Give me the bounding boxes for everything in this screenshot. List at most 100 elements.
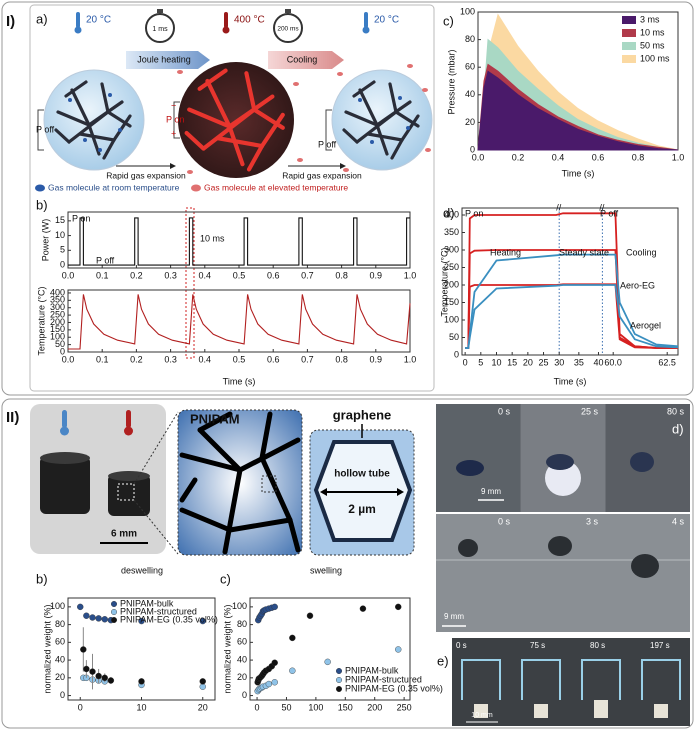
time-label: 25 s (581, 406, 599, 416)
legend-icon (191, 184, 201, 192)
polarity: − (171, 100, 176, 110)
point (271, 679, 278, 686)
y-tick-label: 100 (50, 332, 65, 342)
point (138, 678, 145, 685)
x-tick-label: 15 (507, 357, 517, 367)
annotation: P on (72, 213, 90, 223)
x-tick-label: 1.0 (672, 152, 685, 162)
arrow-head (170, 163, 176, 169)
y-tick-label: 200 (50, 317, 65, 327)
x-tick-label: 10 (491, 357, 501, 367)
y-tick-label: 20 (465, 117, 475, 127)
arrow-head (340, 163, 346, 169)
series-label: Aerogel (630, 320, 661, 330)
line (465, 284, 679, 349)
annotation: P on (465, 208, 483, 218)
section-label: I) (6, 13, 15, 30)
x-tick-label: 0.5 (233, 270, 246, 280)
y-tick-label: 50 (55, 339, 65, 349)
legend-label: Gas molecule at room temperature (48, 182, 180, 192)
y-tick-label: 100 (232, 601, 247, 611)
x-tick-label: 0.4 (552, 152, 565, 162)
y-tick-label: 100 (460, 6, 475, 16)
zoom-box (261, 475, 277, 493)
y-tick-label: 15 (55, 215, 65, 225)
timer (145, 9, 175, 43)
line (465, 283, 678, 349)
sample (630, 452, 654, 472)
time-label: 0 s (498, 406, 511, 416)
y-axis-label: Temperature (°C) (439, 247, 449, 316)
thermometer (124, 410, 133, 436)
point (199, 617, 206, 625)
line (465, 249, 678, 349)
frame (1, 398, 694, 729)
y-tick-label: 400 (50, 287, 65, 297)
annotation: Cooling (626, 247, 657, 257)
line (68, 294, 411, 350)
arrow-head (397, 488, 404, 496)
point (289, 667, 296, 674)
x-tick-label: 0.9 (370, 354, 383, 364)
switch-label: P on (166, 114, 184, 124)
panel-label: b) (36, 197, 48, 212)
point (324, 658, 331, 666)
x-tick-label: 0.8 (335, 354, 348, 364)
x-tick-label: 0.7 (301, 270, 314, 280)
x-tick-label: 0.1 (96, 354, 109, 364)
point (199, 683, 206, 690)
x-tick-label: 62.5 (658, 357, 676, 367)
size-label: 2 µm (348, 502, 376, 516)
thermometer (74, 12, 82, 34)
legend-label: PNIPAM-EG (0.35 vol%) (120, 614, 218, 624)
y-tick-label: 80 (55, 619, 65, 629)
tube-label: hollow tube (334, 469, 390, 480)
x-tick-label: 35 (574, 357, 584, 367)
temperature: 400 °C (234, 15, 265, 26)
y-tick-label: 50 (449, 332, 459, 342)
x-tick-label: 0.4 (199, 354, 212, 364)
x-tick-label: 0.3 (164, 270, 177, 280)
x-tick-label: 0.8 (632, 152, 645, 162)
sample (631, 554, 659, 578)
point (83, 612, 90, 619)
x-axis-label: Time (s) (562, 168, 595, 178)
timer (273, 9, 303, 43)
point (95, 672, 102, 680)
point (289, 634, 296, 642)
y-axis-label: Temperature (°C) (36, 286, 46, 355)
point (101, 674, 108, 682)
y-tick-label: 100 (444, 314, 459, 324)
legend-label: Gas molecule at elevated temperature (204, 182, 348, 192)
legend-label: 50 ms (640, 40, 665, 50)
legend-icon (35, 184, 45, 192)
legend-label: PNIPAM-EG (0.35 vol%) (345, 683, 443, 693)
x-tick-label: 0.2 (130, 354, 143, 364)
point (271, 603, 278, 611)
point (89, 668, 96, 675)
point (265, 680, 273, 688)
y-tick-label: 350 (444, 227, 459, 237)
x-tick-label: 0.2 (512, 152, 525, 162)
y-tick-label: 0 (454, 349, 459, 359)
scale-label: 10 mm (471, 712, 493, 719)
y-tick-label: 300 (444, 244, 459, 254)
x-tick-label: 40 (593, 357, 603, 367)
line (465, 253, 679, 349)
plot-frame (67, 211, 411, 269)
x-tick-label: 0.8 (335, 270, 348, 280)
temperature: 20 °C (86, 15, 111, 26)
legend-swatch (336, 686, 343, 693)
legend-swatch (336, 668, 343, 675)
legend-swatch (110, 609, 117, 616)
plot-frame (461, 207, 679, 356)
expansion-label: Rapid gas expansion (282, 170, 362, 180)
chart-title: swelling (310, 565, 342, 575)
y-axis-label: Power (W) (40, 219, 50, 262)
thermometer (222, 12, 230, 34)
point (395, 603, 402, 611)
y-tick-label: 40 (465, 89, 475, 99)
y-tick-label: 60 (55, 637, 65, 647)
legend-label: PNIPAM-bulk (120, 598, 174, 608)
step-label: Cooling (287, 54, 318, 64)
